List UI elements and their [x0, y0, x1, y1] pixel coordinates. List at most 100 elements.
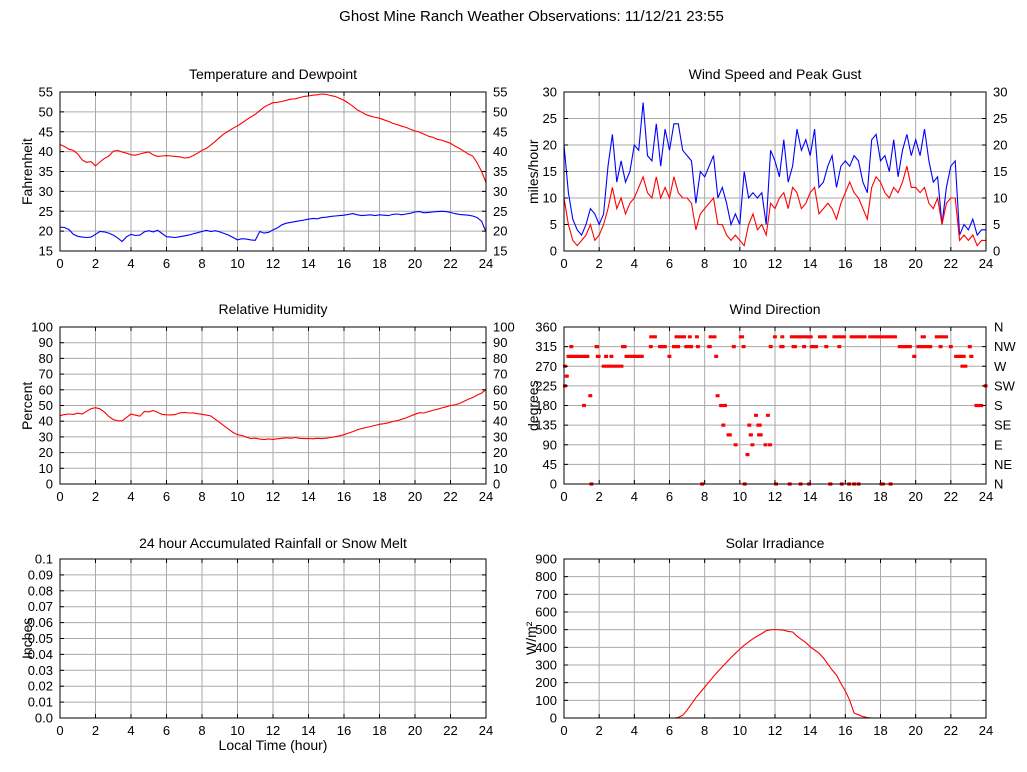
svg-text:25: 25	[39, 204, 53, 219]
svg-text:0: 0	[550, 711, 557, 726]
svg-text:18: 18	[873, 723, 887, 738]
svg-text:35: 35	[493, 164, 507, 179]
svg-text:N: N	[994, 477, 1003, 492]
svg-text:40: 40	[493, 144, 507, 159]
svg-text:22: 22	[944, 489, 958, 504]
wind-speed-series-line	[563, 166, 986, 247]
svg-text:6: 6	[666, 723, 673, 738]
svg-text:8: 8	[198, 489, 205, 504]
svg-text:0: 0	[550, 244, 557, 259]
svg-text:45: 45	[39, 124, 53, 139]
svg-text:900: 900	[535, 552, 557, 567]
svg-text:12: 12	[768, 489, 782, 504]
svg-text:600: 600	[535, 605, 557, 620]
solar-irradiance-plot: 0 2 4 6 8 10 12 14 16 18 20 22 240100200300400500600…	[535, 552, 993, 739]
svg-text:45: 45	[493, 124, 507, 139]
svg-text:6: 6	[163, 723, 170, 738]
svg-text:60: 60	[493, 382, 507, 397]
svg-text:22: 22	[443, 256, 457, 271]
svg-text:135: 135	[535, 418, 557, 433]
svg-text:20: 20	[493, 445, 507, 460]
tick-marks	[563, 91, 987, 252]
svg-text:0: 0	[56, 256, 63, 271]
svg-text:0.03: 0.03	[28, 663, 53, 678]
dewpoint-series-line	[59, 210, 487, 243]
svg-text:90: 90	[493, 335, 507, 350]
svg-text:100: 100	[535, 693, 557, 708]
svg-text:15: 15	[39, 244, 53, 259]
svg-text:35: 35	[39, 164, 53, 179]
svg-text:40: 40	[39, 144, 53, 159]
chart-title-wind-speed-gust: Wind Speed and Peak Gust	[688, 66, 862, 82]
svg-text:0: 0	[560, 256, 567, 271]
svg-text:0: 0	[56, 489, 63, 504]
svg-text:24: 24	[479, 256, 493, 271]
svg-text:6: 6	[163, 489, 170, 504]
svg-text:4: 4	[127, 489, 134, 504]
svg-text:25: 25	[493, 204, 507, 219]
svg-text:16: 16	[337, 489, 351, 504]
svg-text:NE: NE	[994, 457, 1012, 472]
peak-gust-series-line	[563, 102, 986, 237]
svg-text:4: 4	[631, 723, 638, 738]
tick-marks	[563, 326, 987, 485]
temperature-series-line	[59, 93, 487, 183]
grid-lines	[60, 92, 486, 251]
svg-text:22: 22	[443, 489, 457, 504]
svg-text:14: 14	[803, 256, 817, 271]
svg-text:2: 2	[596, 489, 603, 504]
svg-text:20: 20	[408, 723, 422, 738]
svg-text:E: E	[994, 437, 1003, 452]
svg-text:10: 10	[230, 723, 244, 738]
svg-text:4: 4	[631, 256, 638, 271]
svg-text:30: 30	[993, 85, 1007, 100]
wind-speed-gust-plot: 0 2 4 6 8 10 12 14 16 18 20 22 240510152025300510152…	[543, 85, 1008, 272]
svg-text:315: 315	[535, 339, 557, 354]
svg-text:16: 16	[337, 256, 351, 271]
svg-text:8: 8	[701, 256, 708, 271]
svg-text:360: 360	[535, 320, 557, 335]
svg-text:22: 22	[944, 256, 958, 271]
wind-direction-plot: 0 2 4 6 8 10 12 14 16 18 20 22 240459013518022527031…	[535, 320, 1016, 505]
temperature-dewpoint-plot: 0 2 4 6 8 10 12 14 16 18 20 22 241520253035404550551…	[39, 85, 508, 272]
svg-text:0: 0	[560, 489, 567, 504]
svg-text:W: W	[994, 359, 1007, 374]
svg-text:30: 30	[39, 429, 53, 444]
tick-marks	[59, 558, 487, 719]
svg-text:24: 24	[479, 489, 493, 504]
tick-labels: 0 2 4 6 8 10 12 14 16 18 20 22 240.00.010.020.030.04…	[28, 552, 494, 739]
tick-labels: 0 2 4 6 8 10 12 14 16 18 20 22 240510152025300510152…	[543, 85, 1008, 272]
svg-text:22: 22	[944, 723, 958, 738]
svg-text:14: 14	[803, 723, 817, 738]
tick-marks	[59, 326, 487, 485]
svg-text:50: 50	[493, 398, 507, 413]
svg-text:20: 20	[993, 138, 1007, 153]
svg-text:0.0: 0.0	[35, 711, 53, 726]
rainfall-plot: 0 2 4 6 8 10 12 14 16 18 20 22 240.00.010.020.030.04…	[28, 552, 494, 739]
svg-text:70: 70	[493, 367, 507, 382]
chart-title-relative-humidity: Relative Humidity	[218, 301, 328, 317]
svg-text:14: 14	[301, 256, 315, 271]
svg-text:45: 45	[543, 457, 557, 472]
svg-text:2: 2	[596, 256, 603, 271]
svg-text:12: 12	[266, 723, 280, 738]
svg-text:25: 25	[993, 111, 1007, 126]
svg-text:0.06: 0.06	[28, 615, 53, 630]
svg-text:20: 20	[908, 723, 922, 738]
svg-text:10: 10	[733, 489, 747, 504]
svg-text:6: 6	[163, 256, 170, 271]
svg-text:0.09: 0.09	[28, 567, 53, 582]
svg-text:0.01: 0.01	[28, 695, 53, 710]
svg-text:18: 18	[873, 256, 887, 271]
svg-text:4: 4	[127, 723, 134, 738]
svg-text:24: 24	[979, 489, 993, 504]
svg-text:55: 55	[39, 85, 53, 100]
svg-text:30: 30	[543, 85, 557, 100]
svg-text:22: 22	[443, 723, 457, 738]
svg-text:100: 100	[31, 320, 53, 335]
svg-text:0.07: 0.07	[28, 599, 53, 614]
svg-text:12: 12	[768, 723, 782, 738]
svg-text:SW: SW	[994, 378, 1016, 393]
svg-text:8: 8	[701, 723, 708, 738]
